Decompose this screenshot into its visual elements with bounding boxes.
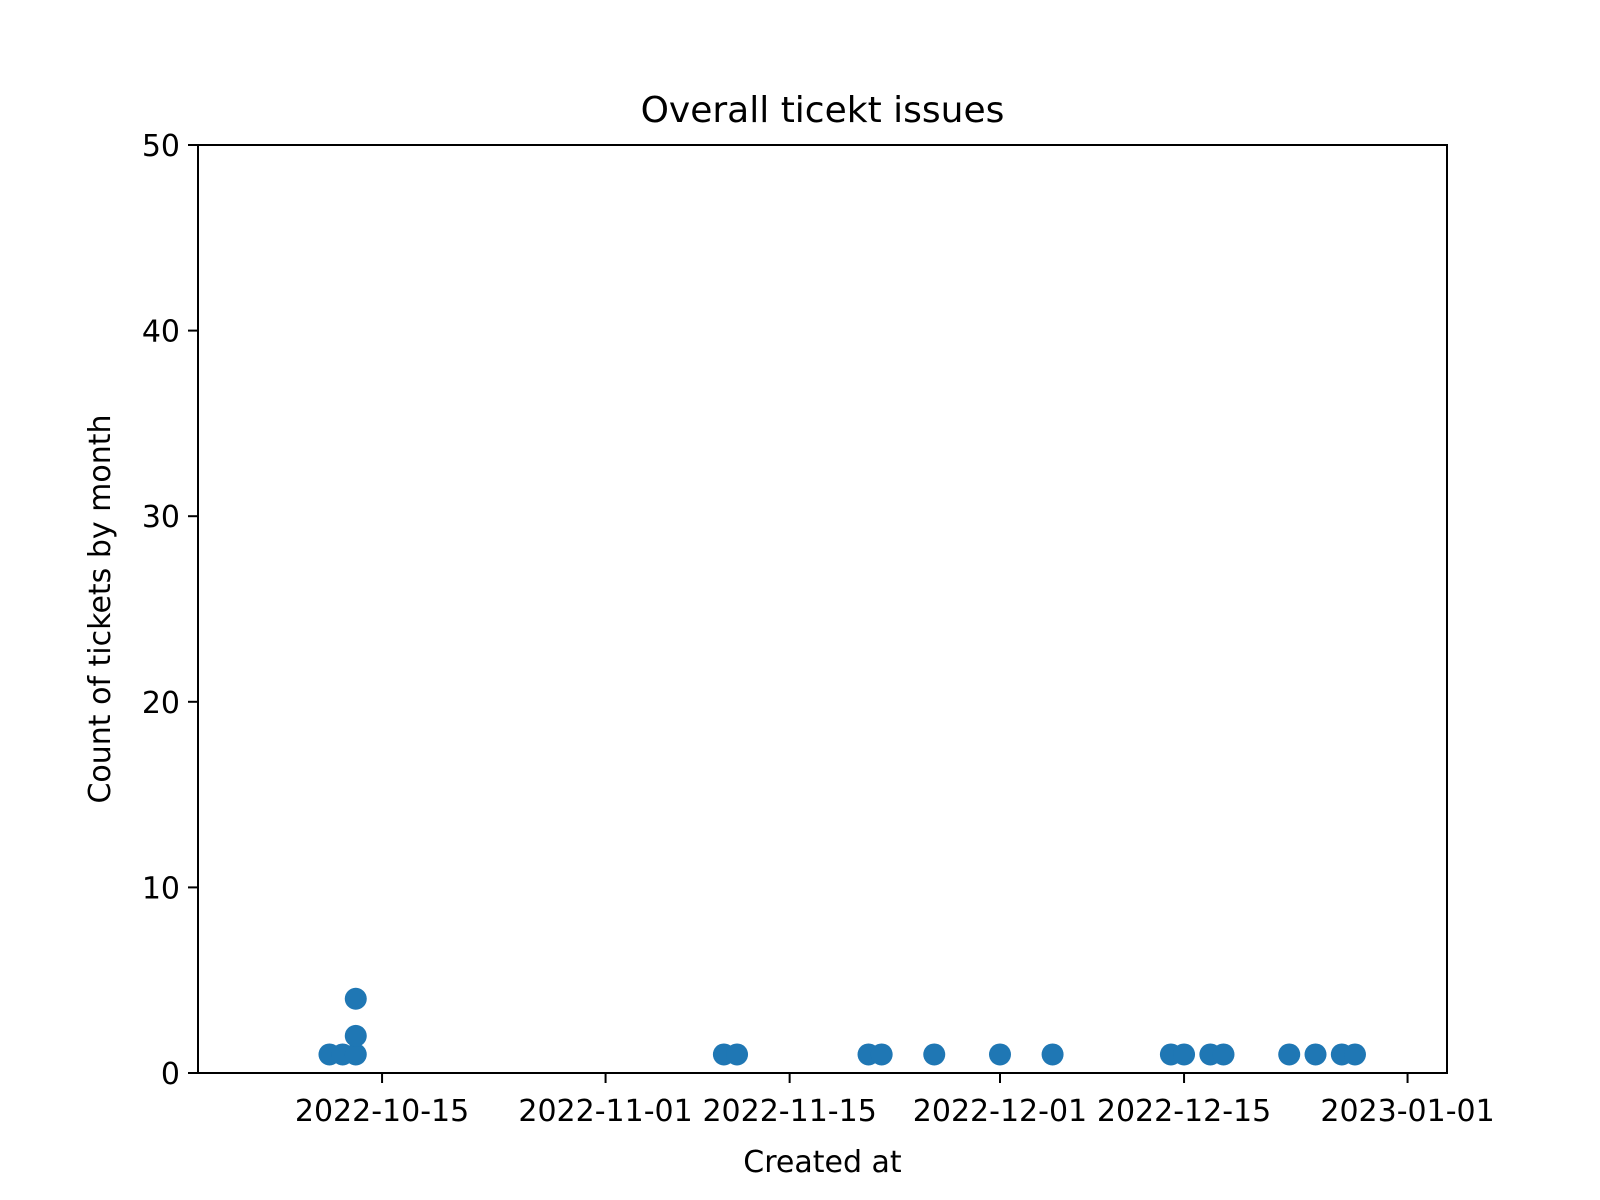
data-points — [318, 987, 1366, 1066]
y-axis-label: Count of tickets by month — [83, 414, 118, 803]
y-tick-label: 20 — [142, 686, 180, 721]
data-point — [344, 1024, 367, 1047]
data-point — [988, 1043, 1011, 1066]
y-tick-label: 30 — [142, 500, 180, 535]
x-tick-label: 2022-11-15 — [702, 1094, 876, 1129]
x-tick-label: 2022-10-15 — [295, 1094, 469, 1129]
x-tick-label: 2022-11-01 — [518, 1094, 692, 1129]
data-point — [726, 1043, 749, 1066]
data-point — [1173, 1043, 1196, 1066]
plot-frame — [197, 144, 1448, 1074]
y-tick-label: 0 — [161, 1057, 180, 1092]
data-point — [870, 1043, 893, 1066]
data-point — [1212, 1043, 1235, 1066]
data-point — [344, 1043, 367, 1066]
x-tick-label: 2022-12-01 — [913, 1094, 1087, 1129]
chart-title: Overall ticekt issues — [641, 90, 1005, 131]
y-tick-label: 40 — [142, 315, 180, 350]
data-point — [923, 1043, 946, 1066]
data-point — [1343, 1043, 1366, 1066]
data-point — [344, 987, 367, 1010]
x-axis-label: Created at — [743, 1145, 902, 1180]
y-tick-label: 10 — [142, 871, 180, 906]
x-axis: 2022-10-15 2022-11-01 2022-11-15 2022-12-01… — [295, 1073, 1495, 1129]
y-tick-label: 50 — [142, 129, 180, 164]
data-point — [1278, 1043, 1301, 1066]
x-tick-label: 2023-01-01 — [1320, 1094, 1494, 1129]
data-point — [1041, 1043, 1064, 1066]
data-point — [1304, 1043, 1327, 1066]
x-tick-label: 2022-12-15 — [1097, 1094, 1271, 1129]
y-axis: 0 10 20 30 40 50 — [142, 129, 198, 1092]
